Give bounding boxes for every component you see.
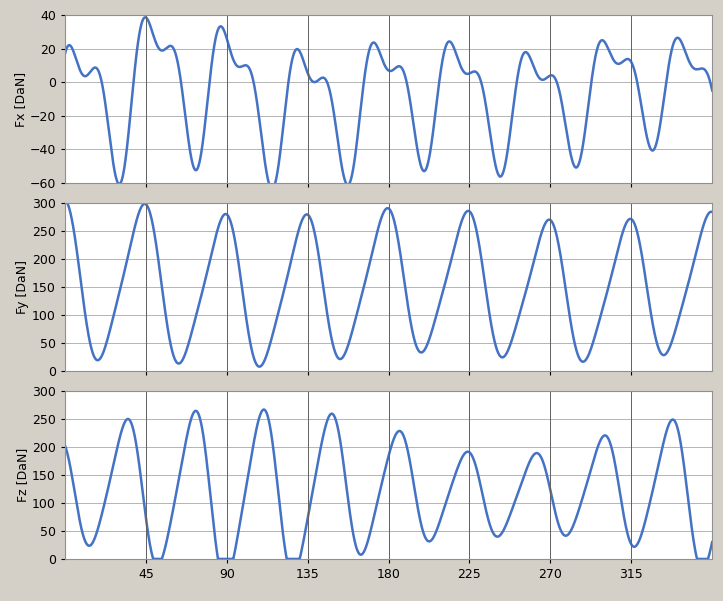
Y-axis label: Fy [DaN]: Fy [DaN] bbox=[17, 260, 30, 314]
Y-axis label: Fz [DaN]: Fz [DaN] bbox=[17, 448, 30, 502]
Y-axis label: Fx [DaN]: Fx [DaN] bbox=[14, 72, 27, 127]
